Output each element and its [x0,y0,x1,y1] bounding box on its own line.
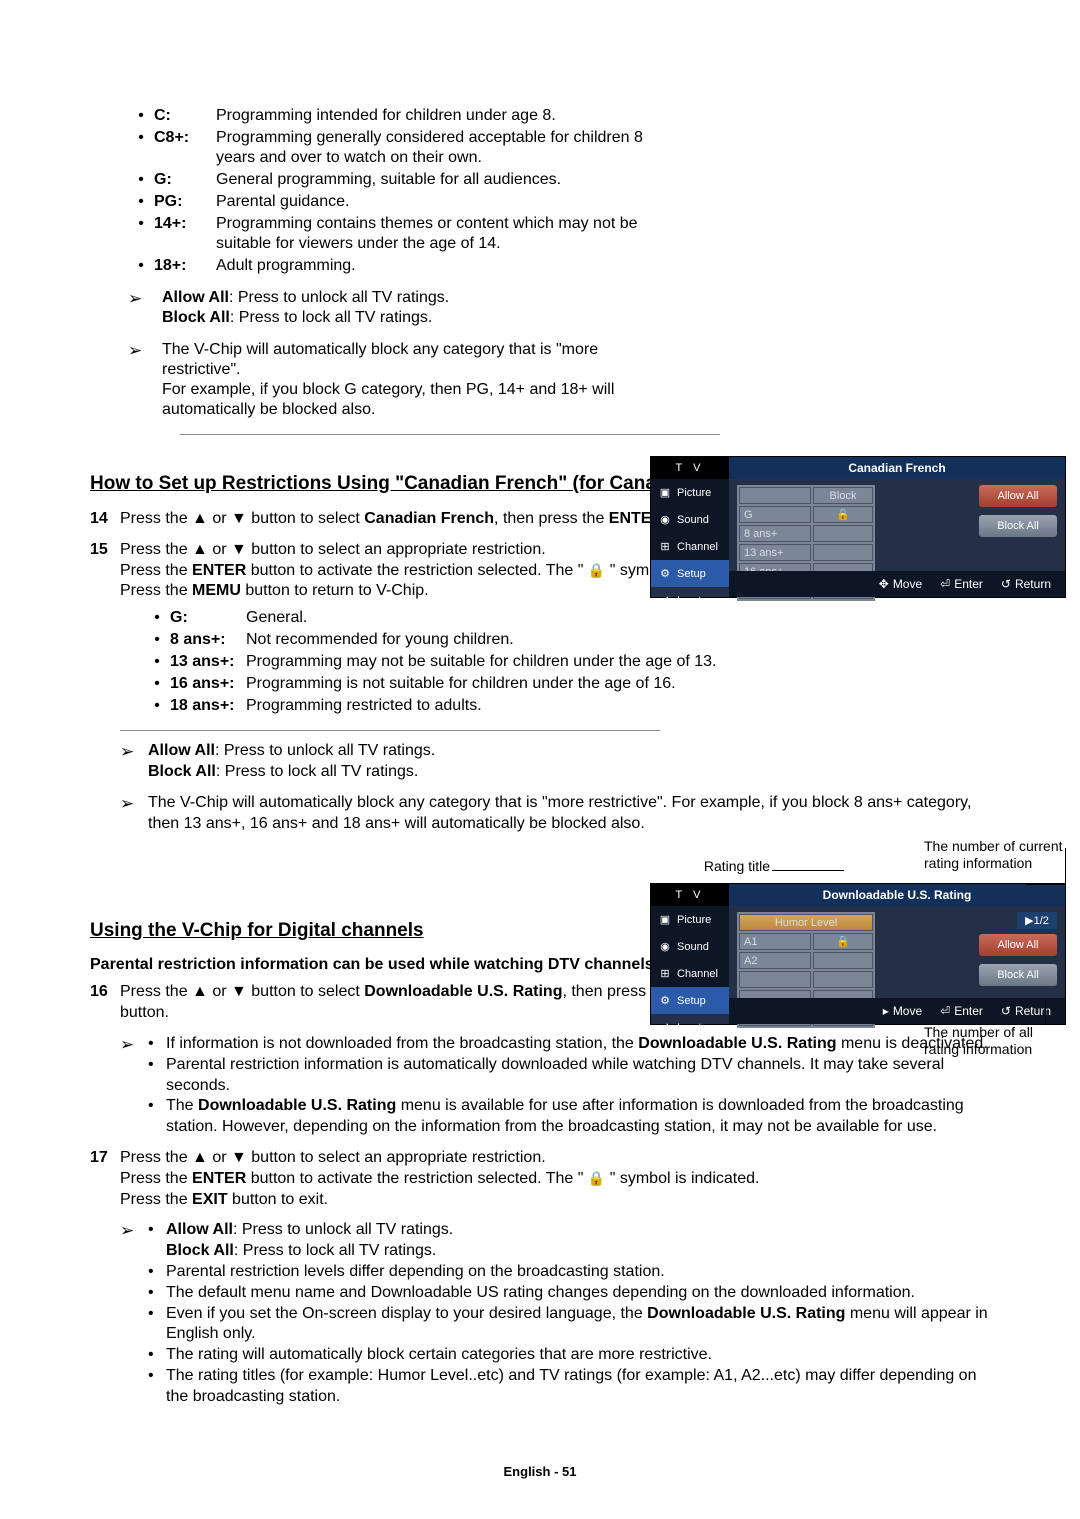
osd-move: ✥ Move [879,577,922,591]
anno-current-rating: The number of current rating information [924,838,1064,872]
osd-sidebar-item-input[interactable]: ⇄Input [651,587,729,614]
auto-block-note-1: ➢ The V-Chip will automatically block an… [128,340,668,420]
block-all-desc: : Press to lock all TV ratings. [230,309,432,326]
canadian-french-rating-list: •G:General.•8 ans+:Not recommended for y… [144,608,990,716]
page-footer: English - 51 [504,1464,577,1479]
osd-return: ↺ Return [1001,1004,1051,1018]
top-rating-list: •C:Programming intended for children und… [128,106,668,276]
osd-footer: ▸ Move ⏎ Enter ↺ Return [729,998,1065,1024]
osd-title: Downloadable U.S. Rating [729,884,1065,906]
osd-footer: ✥ Move ⏎ Enter ↺ Return [729,571,1065,597]
osd-sidebar-item-channel[interactable]: ⊞Channel [651,533,729,560]
osd-sidebar-item-setup[interactable]: ⚙Setup [651,560,729,587]
osd-move: ▸ Move [883,1004,922,1018]
allow-all-desc: : Press to unlock all TV ratings. [229,289,449,306]
osd-return: ↺ Return [1001,577,1051,591]
anno-all-rating: The number of all rating information [924,1024,1064,1058]
osd-canadian-french: T V ▣Picture◉Sound⊞Channel⚙Setup⇄Input C… [650,456,1066,598]
lock-icon: 🔒 [588,1170,605,1186]
allow-block-note-2: ➢ Allow All: Press to unlock all TV rati… [120,741,990,783]
anno-rating-title: Rating title [704,858,770,875]
osd-block-all-button[interactable]: Block All [979,964,1057,986]
osd-sidebar-item-sound[interactable]: ◉Sound [651,933,729,960]
osd-sidebar-item-setup[interactable]: ⚙Setup [651,987,729,1014]
osd-enter: ⏎ Enter [940,577,983,591]
osd-sidebar-item-picture[interactable]: ▣Picture [651,479,729,506]
osd-sidebar-item-picture[interactable]: ▣Picture [651,906,729,933]
osd-allow-all-button[interactable]: Allow All [979,485,1057,507]
allow-block-note: ➢ Allow All: Press to unlock all TV rati… [128,288,668,328]
osd-title: Canadian French [729,457,1065,479]
osd-enter: ⏎ Enter [940,1004,983,1018]
auto-block-note-2: ➢ The V-Chip will automatically block an… [120,793,990,835]
osd-allow-all-button[interactable]: Allow All [979,934,1057,956]
osd-page-indicator: ▶ 1/2 [1017,912,1057,929]
step-17: 17 Press the ▲ or ▼ button to select an … [90,1148,990,1408]
block-all-label: Block All [162,309,230,326]
osd-block-all-button[interactable]: Block All [979,515,1057,537]
osd-sidebar-item-sound[interactable]: ◉Sound [651,506,729,533]
osd-downloadable-us-rating: T V ▣Picture◉Sound⊞Channel⚙Setup⇄Input D… [650,883,1066,1025]
osd-tv-label: T V [651,884,729,906]
osd-sidebar-item-input[interactable]: ⇄Input [651,1014,729,1041]
lock-icon: 🔒 [588,562,605,578]
osd-sidebar-item-channel[interactable]: ⊞Channel [651,960,729,987]
allow-all-label: Allow All [162,289,229,306]
osd-tv-label: T V [651,457,729,479]
